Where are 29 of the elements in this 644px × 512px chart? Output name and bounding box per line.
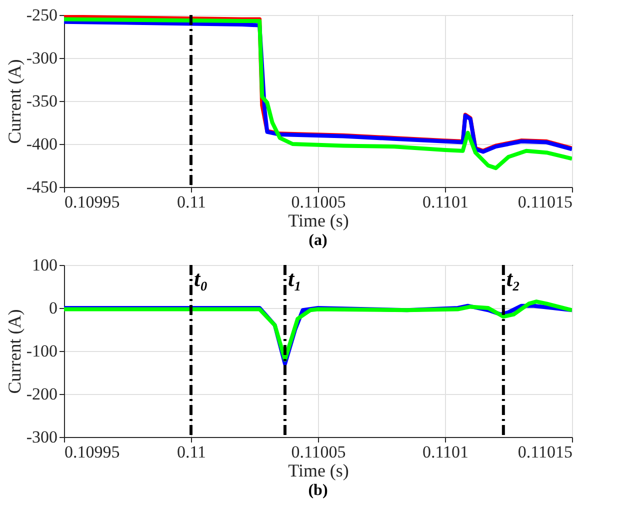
ref-line-label: t₀ (194, 266, 208, 291)
y-tick-label: 100 (32, 256, 58, 274)
y-tick-label: -100 (26, 342, 58, 360)
text: (a) (308, 232, 328, 249)
x-axis-title: Time (s) (288, 210, 349, 230)
y-axis-title: Current (A) (4, 59, 24, 144)
ref-line-label: t₁ (288, 266, 302, 291)
y-tick-label: -300 (26, 428, 58, 446)
y-tick-label: 0 (49, 298, 58, 318)
y-tick-label: -400 (26, 134, 58, 154)
y-tick-label: -450 (26, 178, 58, 196)
y-axis-title: Current (A) (4, 309, 24, 394)
x-tick-label: 0.11005 (291, 192, 346, 212)
x-tick-label: 0.11015 (518, 192, 572, 212)
y-tick-label: -250 (26, 6, 58, 24)
y-tick-label: -300 (26, 48, 58, 68)
x-tick-label: 0.11015 (518, 442, 572, 462)
ref-line-label: t₂ (506, 266, 520, 291)
x-tick-label: 0.1101 (422, 192, 469, 212)
x-tick-label: 0.10995 (64, 192, 120, 212)
x-tick-label: 0.1101 (422, 442, 469, 462)
x-tick-label: 0.11 (176, 442, 206, 462)
y-tick-label: -350 (26, 92, 58, 110)
x-tick-label: 0.10995 (64, 442, 120, 462)
x-axis-title: Time (s) (288, 460, 349, 480)
y-tick-label: -200 (26, 384, 58, 404)
x-tick-label: 0.11005 (291, 442, 346, 462)
text: (b) (308, 482, 328, 499)
x-tick-label: 0.11 (176, 192, 206, 212)
